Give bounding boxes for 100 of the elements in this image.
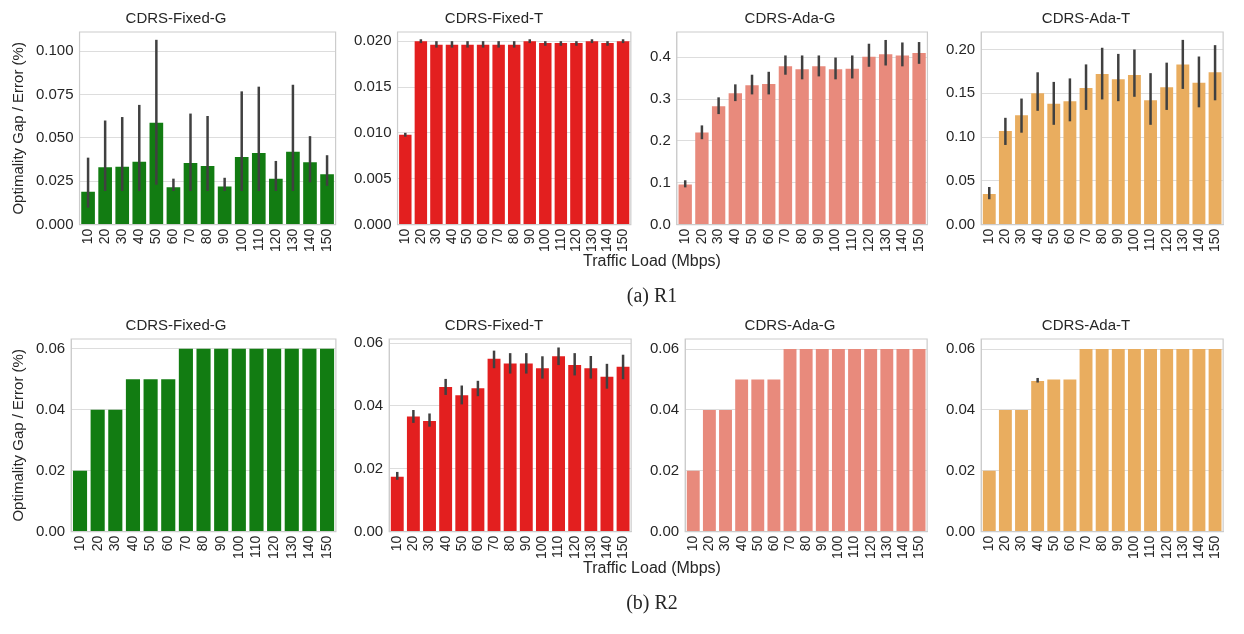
y-tick-label: 0.06 xyxy=(353,333,384,351)
y-tick-label: 0.005 xyxy=(353,168,392,186)
x-tick-label: 150 xyxy=(613,535,630,559)
x-tick-label: 140 xyxy=(893,535,910,559)
y-tick-label: 0.06 xyxy=(35,338,66,356)
x-tick-label: 100 xyxy=(1125,228,1142,252)
x-tick-label: 10 xyxy=(980,228,997,245)
x-tick-label: 140 xyxy=(1189,535,1206,559)
x-axis-title: Traffic Load (Mbps) xyxy=(582,252,722,270)
y-tick-label: 0.020 xyxy=(353,31,392,49)
x-tick-label: 100 xyxy=(826,228,843,252)
x-tick-label: 130 xyxy=(282,535,299,559)
x-tick-label: 90 xyxy=(809,228,826,245)
x-tick-label: 110 xyxy=(247,535,264,558)
x-tick-label: 70 xyxy=(181,228,198,245)
y-tick-label: 0.02 xyxy=(353,458,384,476)
y-tick-label: 0.4 xyxy=(649,47,671,65)
y-tick-label: 0.000 xyxy=(353,214,392,232)
x-tick-label: 150 xyxy=(317,228,334,252)
y-tick-label: 0.1 xyxy=(649,172,671,190)
x-tick-label: 60 xyxy=(473,228,490,245)
y-tick-label: 0.00 xyxy=(649,521,680,539)
x-tick-label: 60 xyxy=(764,535,781,552)
x-tick-label: 30 xyxy=(427,228,444,245)
x-tick-label: 60 xyxy=(1060,228,1077,245)
x-tick-label: 90 xyxy=(1109,228,1126,245)
x-tick-label: 50 xyxy=(742,228,759,245)
x-tick-label: 110 xyxy=(249,228,266,251)
x-tick-label: 150 xyxy=(909,535,926,559)
y-axis-title: Optimality Gap / Error (%) xyxy=(9,42,27,215)
x-tick-label: 100 xyxy=(232,228,249,252)
x-tick-label: 100 xyxy=(536,228,553,252)
x-tick-label: 40 xyxy=(1028,535,1045,552)
y-tick-label: 0.06 xyxy=(945,339,976,357)
chart-title: CDRS-Fixed-G xyxy=(125,316,227,334)
text: (b) R2 xyxy=(625,591,679,614)
y-tick-label: 0.05 xyxy=(945,171,976,188)
x-tick-label: 110 xyxy=(843,228,860,251)
chart-title: CDRS-Fixed-G xyxy=(125,9,227,27)
chart-title: CDRS-Fixed-T xyxy=(444,9,544,27)
x-tick-label: 40 xyxy=(123,535,140,552)
x-tick-label: 140 xyxy=(597,535,614,559)
x-tick-label: 40 xyxy=(436,535,453,552)
x-tick-label: 70 xyxy=(776,228,793,245)
x-tick-label: 10 xyxy=(70,535,87,552)
y-tick-label: 0.00 xyxy=(945,214,976,232)
chart-title: CDRS-Ada-T xyxy=(1041,316,1131,334)
x-tick-label: 100 xyxy=(829,535,846,559)
x-tick-label: 90 xyxy=(212,535,229,552)
x-tick-label: 90 xyxy=(520,228,537,245)
y-tick-label: 0.04 xyxy=(35,399,66,417)
x-tick-label: 10 xyxy=(388,535,405,552)
y-tick-label: 0.100 xyxy=(35,41,74,59)
x-tick-label: 120 xyxy=(1157,535,1174,559)
x-tick-label: 140 xyxy=(598,228,615,252)
y-tick-label: 0.02 xyxy=(945,460,976,478)
x-tick-label: 60 xyxy=(164,228,181,245)
x-tick-label: 60 xyxy=(159,535,176,552)
x-tick-label: 70 xyxy=(176,535,193,552)
x-tick-label: 100 xyxy=(1125,535,1142,559)
x-tick-label: 10 xyxy=(980,535,997,552)
text: (a) R1 xyxy=(625,284,679,307)
x-tick-label: 30 xyxy=(420,535,437,552)
y-tick-label: 0.050 xyxy=(35,128,74,146)
x-tick-label: 80 xyxy=(501,535,518,552)
x-tick-label: 80 xyxy=(797,535,814,552)
x-tick-label: 40 xyxy=(1028,228,1045,245)
x-tick-label: 80 xyxy=(792,228,809,245)
y-tick-label: 0.00 xyxy=(945,521,976,539)
x-tick-label: 150 xyxy=(909,228,926,252)
chart-title: CDRS-Ada-T xyxy=(1041,9,1131,27)
x-tick-label: 50 xyxy=(452,535,469,552)
x-tick-label: 130 xyxy=(877,535,894,559)
y-tick-label: 0.2 xyxy=(649,131,671,149)
x-tick-label: 70 xyxy=(489,228,506,245)
x-tick-label: 140 xyxy=(1189,228,1206,252)
y-tick-label: 0.02 xyxy=(649,460,680,478)
x-tick-label: 30 xyxy=(709,228,726,245)
x-tick-label: 150 xyxy=(1205,535,1222,559)
x-tick-label: 110 xyxy=(1141,228,1158,251)
x-tick-label: 100 xyxy=(533,535,550,559)
chart-title: CDRS-Fixed-T xyxy=(444,316,544,334)
x-axis-title: Traffic Load (Mbps) xyxy=(582,559,722,577)
y-tick-label: 0.20 xyxy=(945,39,976,57)
x-tick-label: 140 xyxy=(300,535,317,559)
x-tick-label: 90 xyxy=(517,535,534,552)
x-tick-label: 150 xyxy=(613,228,630,252)
x-tick-label: 50 xyxy=(1044,228,1061,245)
x-tick-label: 70 xyxy=(1076,228,1093,245)
x-tick-label: 20 xyxy=(996,228,1013,245)
x-tick-label: 140 xyxy=(300,228,317,252)
chart-title: CDRS-Ada-G xyxy=(744,316,836,334)
x-tick-label: 10 xyxy=(676,228,693,245)
y-tick-label: 0.0 xyxy=(649,214,671,232)
chart-title: CDRS-Ada-G xyxy=(744,9,836,27)
x-tick-label: 60 xyxy=(759,228,776,245)
x-tick-label: 20 xyxy=(411,228,428,245)
y-tick-label: 0.3 xyxy=(649,89,671,107)
x-tick-label: 90 xyxy=(215,228,232,245)
y-tick-label: 0.04 xyxy=(945,400,976,418)
